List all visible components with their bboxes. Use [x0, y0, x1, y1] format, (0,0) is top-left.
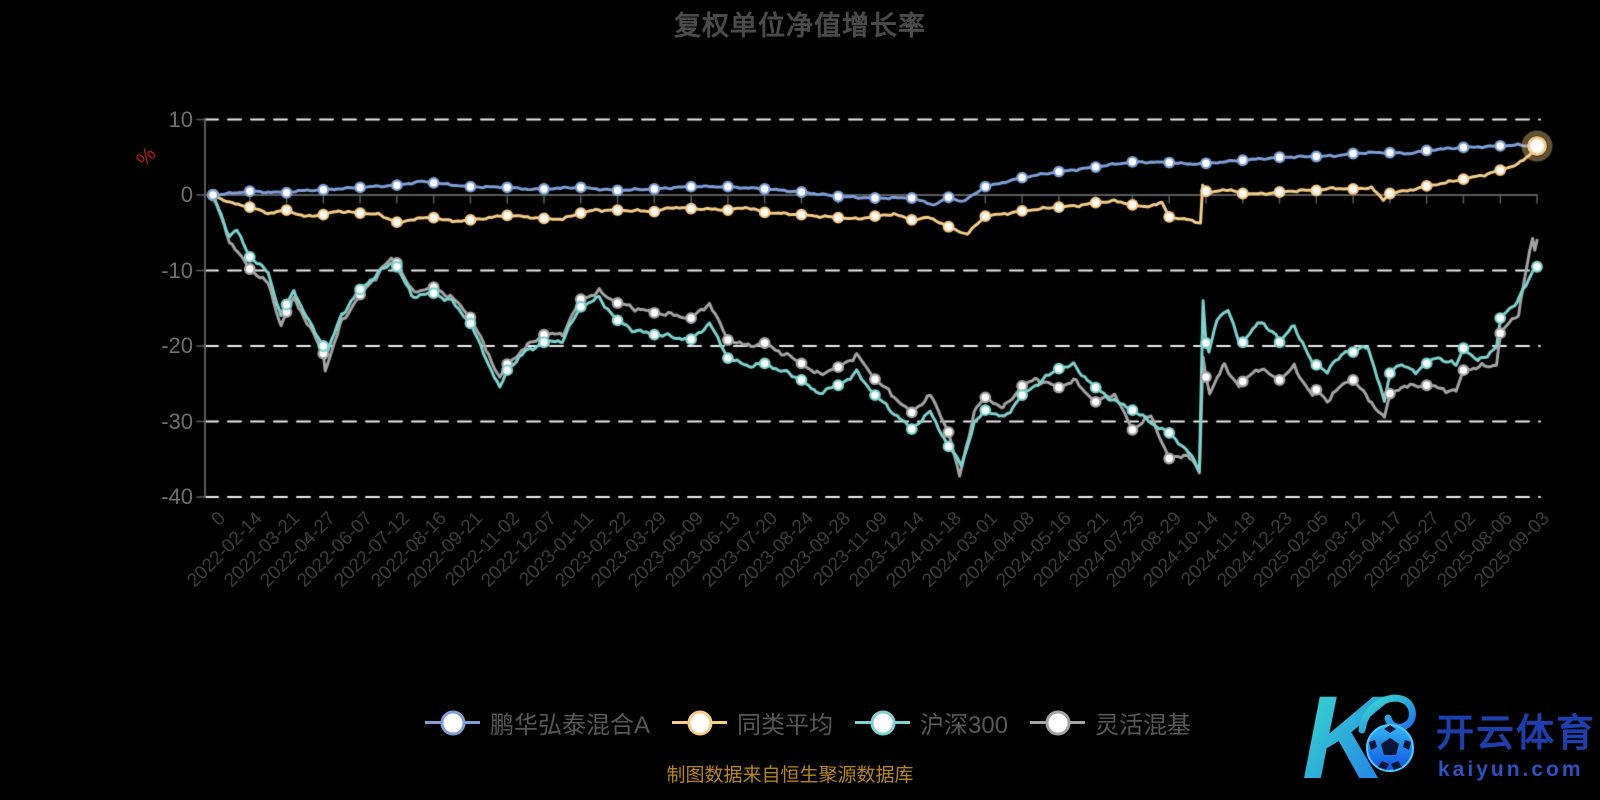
watermark-brand-domain: kaiyun.com [1438, 758, 1584, 781]
soccer-ball-icon [1366, 724, 1414, 772]
y-axis-tick-label: -10 [161, 257, 193, 283]
legend-line-marker-icon [672, 710, 728, 735]
legend-circle-icon [440, 710, 465, 735]
legend-circle-icon [870, 710, 896, 735]
watermark-brand-cn: 开云体育 [1436, 713, 1596, 755]
y-axis-tick-label: 0 [180, 182, 193, 207]
kaiyun-watermark-logo: K 开云体育 kaiyun.com [1302, 672, 1596, 796]
data-source-note: 制图数据来自恒生聚源数据库 [666, 765, 914, 786]
legend: 鹏华弘泰混合A 同类平均 沪深300 灵活混基 [425, 705, 1191, 740]
y-axis-tick-label: -30 [161, 408, 193, 434]
legend-line-marker-icon [1030, 710, 1086, 735]
legend-item-label: 鹏华弘泰混合A [490, 712, 651, 739]
legend-item-1[interactable]: 鹏华弘泰混合A [425, 705, 650, 740]
legend-circle-icon [687, 710, 713, 735]
y-axis-tick-label: -40 [161, 484, 193, 509]
legend-item-2[interactable]: 同类平均 [672, 705, 833, 740]
legend-line-marker-icon [855, 710, 911, 735]
legend-item-3[interactable]: 沪深300 [855, 705, 1008, 740]
y-axis-tick-label: 10 [168, 106, 193, 132]
legend-item-label: 灵活混基 [1095, 712, 1192, 739]
legend-item-4[interactable]: 灵活混基 [1030, 705, 1191, 740]
legend-item-label: 沪深300 [920, 712, 1009, 739]
chart-title: 复权单位净值增长率 [674, 11, 926, 41]
legend-circle-icon [1045, 710, 1071, 735]
legend-item-label: 同类平均 [737, 712, 834, 739]
legend-line-marker-icon [425, 710, 480, 735]
y-axis-tick-label: -20 [161, 333, 193, 358]
